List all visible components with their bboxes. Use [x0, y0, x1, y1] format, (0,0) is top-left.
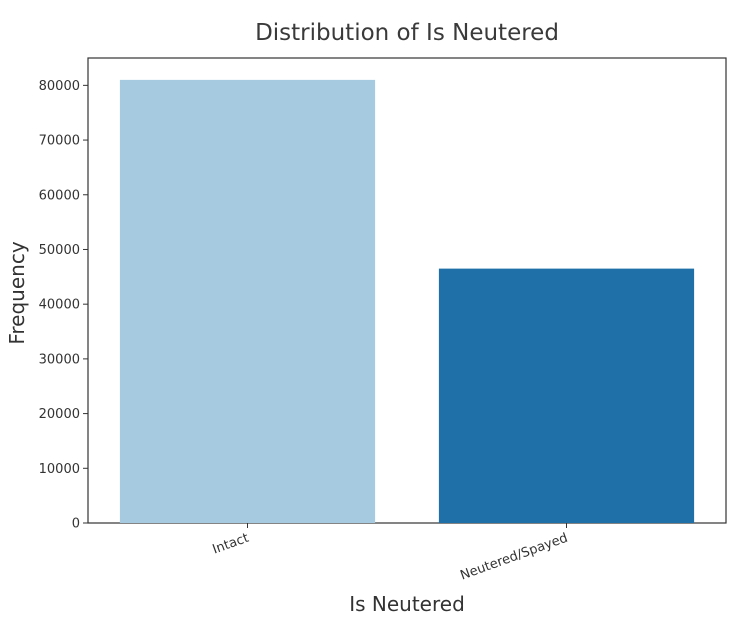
bar-intact — [119, 79, 376, 523]
bars-layer — [119, 79, 695, 523]
x-tick-label: Neutered/Spayed — [458, 531, 569, 584]
y-tick-label: 50000 — [39, 243, 80, 258]
plot-area: 0 10000 20000 30000 40000 50000 60000 70000 8000… — [39, 57, 727, 583]
chart-title: Distribution of Is Neutered — [255, 20, 559, 46]
y-tick-label: 0 — [72, 517, 80, 532]
y-axis-title: Frequency — [5, 241, 29, 344]
y-tick-label: 40000 — [39, 298, 80, 313]
y-tick-label: 60000 — [39, 188, 80, 203]
plot-frame — [87, 57, 727, 524]
x-axis-title: Is Neutered — [349, 592, 465, 616]
y-tick-label: 30000 — [39, 352, 80, 367]
bar-neutered-spayed — [438, 268, 695, 523]
y-tick-label: 80000 — [39, 79, 80, 94]
y-tick-label: 10000 — [39, 462, 80, 477]
x-axis: Intact Neutered/Spayed — [211, 523, 570, 583]
y-tick-label: 20000 — [39, 407, 80, 422]
y-axis: 0 10000 20000 30000 40000 50000 60000 70000 8000… — [39, 79, 88, 532]
y-tick-label: 70000 — [39, 134, 80, 149]
x-tick-label: Intact — [211, 531, 251, 558]
